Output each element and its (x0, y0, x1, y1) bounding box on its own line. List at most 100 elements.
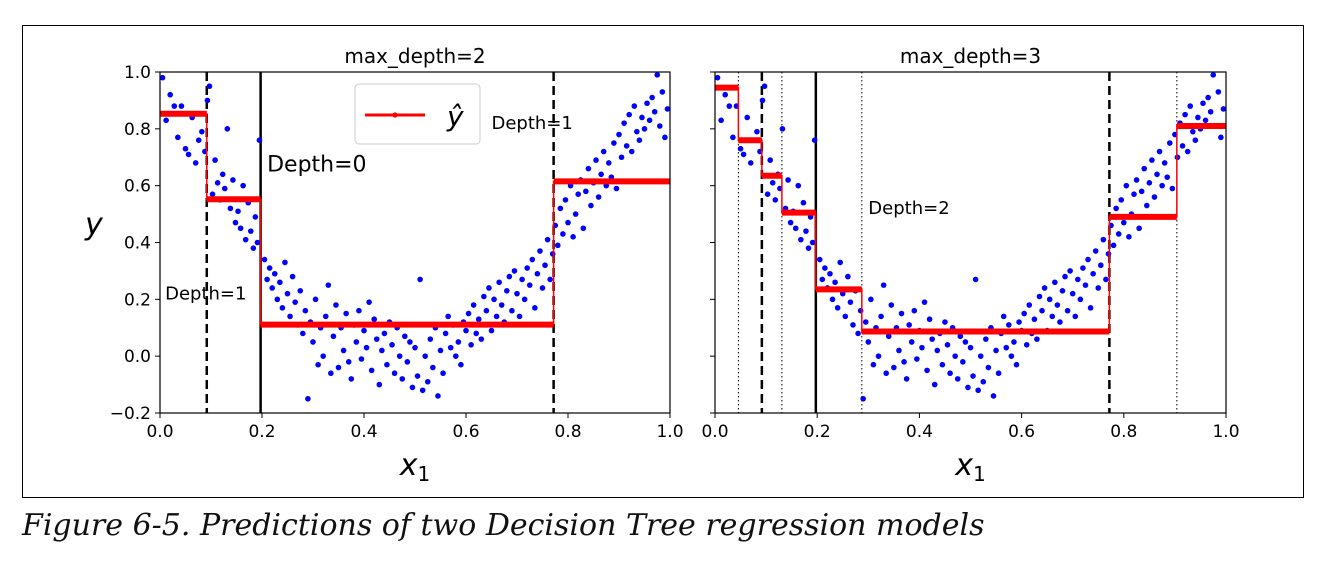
data-point (1182, 111, 1188, 118)
data-point (903, 376, 910, 382)
data-point (1184, 148, 1191, 155)
data-point (1156, 148, 1163, 155)
data-point (862, 319, 869, 325)
data-point (929, 336, 935, 342)
data-point (1195, 114, 1201, 121)
data-point (206, 83, 213, 90)
data-point (310, 339, 316, 345)
data-point (795, 182, 802, 189)
data-point (1087, 305, 1094, 311)
y-tick-label: 1.0 (124, 63, 151, 83)
data-point (282, 259, 288, 266)
data-point (1039, 307, 1045, 314)
data-point (1220, 106, 1227, 112)
data-point (511, 268, 518, 274)
data-point (468, 342, 474, 348)
data-point (363, 344, 370, 351)
data-point (1200, 100, 1206, 107)
data-point (914, 356, 920, 362)
data-point (496, 279, 502, 286)
data-point (297, 288, 304, 294)
data-point (842, 313, 849, 320)
data-point (292, 299, 298, 305)
data-point (1064, 307, 1071, 314)
data-point (600, 148, 607, 155)
data-point (759, 97, 766, 104)
data-point (787, 219, 794, 226)
data-point (575, 191, 581, 197)
data-point (868, 296, 874, 303)
data-point (1059, 288, 1066, 294)
data-point (430, 364, 436, 371)
data-point (376, 381, 383, 388)
data-point (800, 199, 807, 206)
data-point (664, 106, 671, 112)
data-point (409, 384, 416, 391)
data-point (811, 137, 818, 143)
data-point (906, 322, 912, 328)
x-tick-label: 1.0 (656, 422, 683, 442)
data-point (237, 225, 244, 232)
data-point (754, 128, 760, 135)
data-point (985, 364, 992, 371)
data-point (595, 194, 602, 200)
data-point (722, 91, 729, 98)
data-point (570, 234, 576, 240)
data-point (819, 276, 826, 283)
data-point (371, 316, 378, 323)
data-point (967, 344, 974, 351)
data-point (798, 236, 804, 243)
data-point (504, 288, 510, 294)
data-point (926, 316, 933, 323)
data-point (779, 126, 786, 132)
data-point (850, 322, 856, 328)
data-point (1077, 296, 1084, 303)
data-point (1008, 353, 1015, 359)
data-point (1054, 302, 1061, 308)
data-point (769, 180, 776, 186)
data-point (483, 307, 490, 314)
data-point (1000, 313, 1007, 320)
data-point (256, 137, 263, 143)
data-point (1006, 322, 1012, 328)
data-point (767, 157, 773, 163)
data-point (252, 214, 259, 220)
data-point (1121, 219, 1127, 226)
data-point (328, 370, 334, 377)
data-point (427, 336, 434, 342)
data-point (437, 347, 444, 354)
data-point (857, 307, 864, 314)
data-point (539, 285, 546, 291)
data-point (744, 114, 750, 121)
data-point (1154, 171, 1160, 178)
data-point (898, 310, 905, 317)
data-point (1192, 137, 1199, 143)
data-point (626, 111, 632, 118)
data-point (214, 180, 221, 186)
data-point (358, 356, 365, 362)
data-point (524, 265, 530, 271)
data-point (1218, 134, 1224, 141)
data-point (532, 305, 538, 311)
data-point (396, 353, 403, 359)
data-point (475, 316, 482, 323)
data-point (284, 290, 291, 297)
data-point (832, 279, 838, 286)
data-point (261, 256, 268, 263)
data-point (529, 256, 536, 263)
data-point (931, 381, 938, 388)
data-point (747, 160, 754, 166)
data-point (1210, 72, 1217, 78)
data-point (547, 276, 553, 283)
data-point (470, 302, 477, 308)
x-tick-label: 1.0 (1212, 422, 1239, 442)
data-point (1031, 316, 1038, 323)
data-point (1126, 234, 1132, 240)
data-point (399, 376, 406, 382)
data-point (1169, 185, 1176, 192)
data-point (289, 273, 296, 280)
data-point (343, 310, 349, 317)
data-point (834, 305, 841, 311)
data-point (435, 393, 441, 399)
data-point (348, 376, 355, 382)
